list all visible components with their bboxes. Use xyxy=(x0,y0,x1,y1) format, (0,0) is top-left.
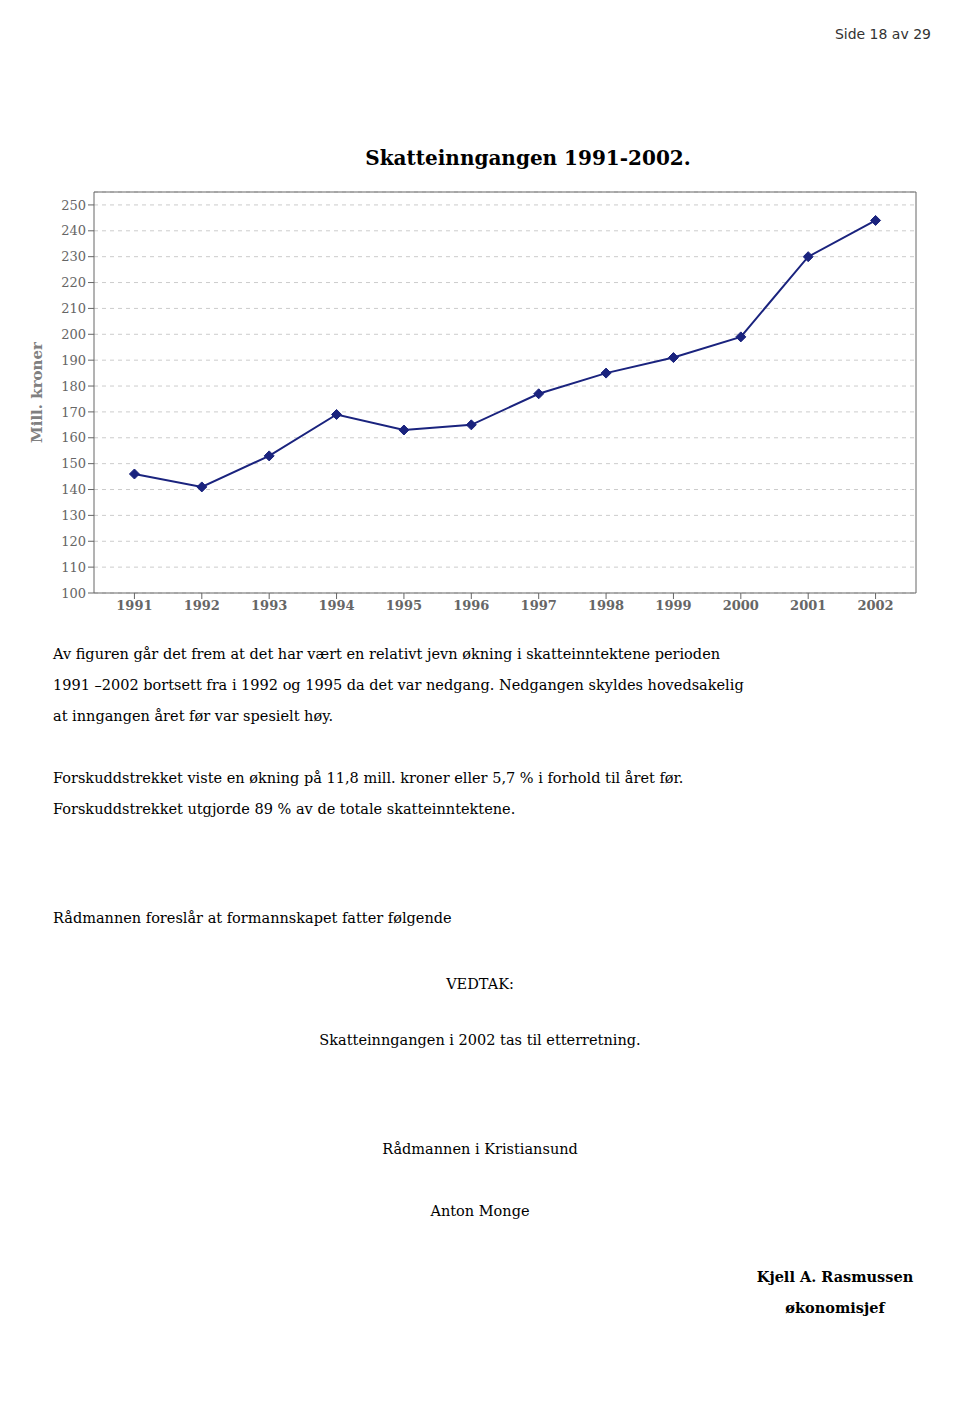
svg-text:1999: 1999 xyxy=(655,598,691,613)
html-text:Rådmannen i Kristiansund: Rådmannen i Kristiansund xyxy=(382,1141,578,1157)
svg-text:100: 100 xyxy=(61,586,86,601)
svg-text:1993: 1993 xyxy=(251,598,287,613)
html-text:Skatteinngangen 1991-2002.: Skatteinngangen 1991-2002. xyxy=(365,146,691,170)
html-text:Av figuren går det frem at det: Av figuren går det frem at det har vært … xyxy=(53,646,721,662)
svg-text:1992: 1992 xyxy=(184,598,220,613)
svg-text:Mill. kroner: Mill. kroner xyxy=(28,341,46,443)
html-text:Anton Monge: Anton Monge xyxy=(430,1203,530,1219)
svg-text:240: 240 xyxy=(61,223,86,238)
html-text:Rådmannen foreslår at formanns: Rådmannen foreslår at formannskapet fatt… xyxy=(53,910,452,926)
svg-text:230: 230 xyxy=(61,249,86,264)
html-text:at inngangen året før var spes: at inngangen året før var spesielt høy. xyxy=(53,708,334,724)
svg-text:180: 180 xyxy=(61,379,86,394)
html-text:økonomisjef: økonomisjef xyxy=(785,1299,885,1316)
svg-text:200: 200 xyxy=(61,327,86,342)
svg-text:1998: 1998 xyxy=(588,598,624,613)
svg-text:2001: 2001 xyxy=(790,598,826,613)
svg-text:2000: 2000 xyxy=(723,598,759,613)
html-text:Forskuddstrekket utgjorde 89 %: Forskuddstrekket utgjorde 89 % av de tot… xyxy=(53,801,516,817)
svg-text:150: 150 xyxy=(61,456,86,471)
svg-text:160: 160 xyxy=(61,430,86,445)
html-text:Side 18 av 29: Side 18 av 29 xyxy=(834,26,931,42)
svg-text:220: 220 xyxy=(61,275,86,290)
svg-text:250: 250 xyxy=(61,198,86,213)
svg-text:120: 120 xyxy=(61,534,86,549)
svg-text:110: 110 xyxy=(61,560,86,575)
svg-text:190: 190 xyxy=(61,353,86,368)
svg-text:1997: 1997 xyxy=(521,598,557,613)
html-text:1991 –2002 bortsett fra i 1992: 1991 –2002 bortsett fra i 1992 og 1995 d… xyxy=(53,677,744,693)
svg-text:140: 140 xyxy=(61,482,86,497)
html-text:Forskuddstrekket viste en økni: Forskuddstrekket viste en økning på 11,8… xyxy=(53,770,684,786)
svg-text:2002: 2002 xyxy=(857,598,893,613)
svg-text:130: 130 xyxy=(61,508,86,523)
svg-text:1996: 1996 xyxy=(453,598,489,613)
html-text:VEDTAK:: VEDTAK: xyxy=(446,976,514,992)
svg-text:1994: 1994 xyxy=(318,598,354,613)
html-text:Kjell A. Rasmussen: Kjell A. Rasmussen xyxy=(756,1268,914,1285)
svg-text:210: 210 xyxy=(61,301,86,316)
html-text:Skatteinngangen i 2002 tas til: Skatteinngangen i 2002 tas til etterretn… xyxy=(319,1032,641,1048)
svg-text:1995: 1995 xyxy=(386,598,422,613)
svg-text:1991: 1991 xyxy=(116,598,152,613)
svg-text:170: 170 xyxy=(61,405,86,420)
